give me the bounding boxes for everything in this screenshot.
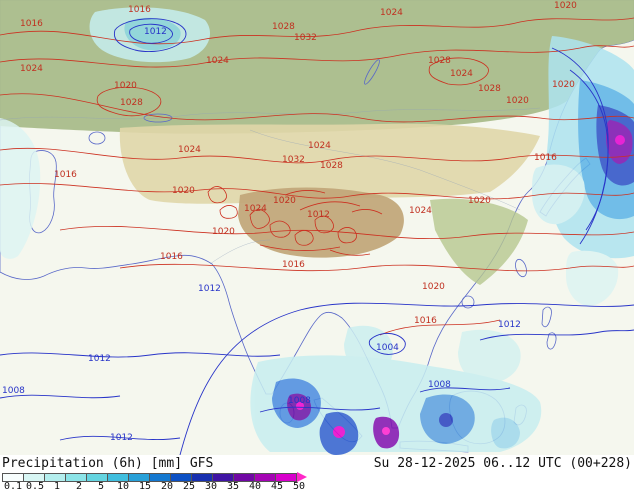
legend-value: 0.5 xyxy=(25,481,45,490)
isobar-label-1024: 1024 xyxy=(206,56,229,66)
footer-bar: Precipitation (6h) [mm] GFS Su 28-12-202… xyxy=(0,455,634,490)
precip-java-sea-extreme xyxy=(382,427,390,435)
precip-east-sea xyxy=(566,250,619,306)
isobar-label-1016: 1016 xyxy=(128,5,151,15)
isobar-label-1008: 1008 xyxy=(288,396,311,406)
precip-pacific-extreme xyxy=(615,135,625,145)
isobar-label-1012: 1012 xyxy=(198,284,221,294)
isobar-label-1024: 1024 xyxy=(409,206,432,216)
isobar-label-1004: 1004 xyxy=(376,343,399,353)
isobar-label-1020: 1020 xyxy=(172,186,195,196)
title-text: Precipitation (6h) xyxy=(2,456,143,471)
isobar-label-1028: 1028 xyxy=(120,98,143,108)
aral-sea xyxy=(88,131,106,145)
isobar-label-1024: 1024 xyxy=(450,69,473,79)
legend-bar xyxy=(2,472,307,482)
terrain-east-china xyxy=(430,198,528,285)
isobar-label-1020: 1020 xyxy=(212,227,235,237)
isobar-label-1028: 1028 xyxy=(428,56,451,66)
isobar-label-1016: 1016 xyxy=(282,260,305,270)
legend-value: 45 xyxy=(270,481,284,490)
isobar-label-1028: 1028 xyxy=(320,161,343,171)
isobar-label-1020: 1020 xyxy=(506,96,529,106)
isobar-label-1016: 1016 xyxy=(160,252,183,262)
isobar-label-1020: 1020 xyxy=(552,80,575,90)
valid-datetime: Su 28-12-2025 06..12 UTC (00+228) xyxy=(373,456,632,471)
isobar-label-1024: 1024 xyxy=(380,8,403,18)
isobar-labels: 1016101610121024102010281024102810321024… xyxy=(2,1,577,443)
legend-value: 15 xyxy=(138,481,152,490)
country-borders xyxy=(0,107,541,265)
legend-value: 30 xyxy=(204,481,218,490)
isobar-label-1020: 1020 xyxy=(422,282,445,292)
isobar-label-1012: 1012 xyxy=(498,320,521,330)
isobar-label-1016: 1016 xyxy=(414,316,437,326)
isobar-label-1024: 1024 xyxy=(20,64,43,74)
legend-value: 10 xyxy=(116,481,130,490)
isobar-label-1032: 1032 xyxy=(294,33,317,43)
legend-value: 40 xyxy=(248,481,262,490)
legend-value: 5 xyxy=(97,481,105,490)
legend-value: 20 xyxy=(160,481,174,490)
hainan xyxy=(461,295,475,309)
footer-text-row: Precipitation (6h) [mm] GFS Su 28-12-202… xyxy=(2,456,632,471)
model-text: GFS xyxy=(189,456,214,471)
isobar-label-1012: 1012 xyxy=(110,433,133,443)
legend-value: 25 xyxy=(182,481,196,490)
map-canvas: 1016101610121024102010281024102810321024… xyxy=(0,0,634,455)
lake-baikal xyxy=(364,59,380,85)
precip-sulawesi-patch xyxy=(491,417,520,449)
precip-japan xyxy=(532,164,585,225)
terrain-plateau xyxy=(238,187,404,258)
legend-value: 50 xyxy=(292,481,306,490)
isobar-label-1024: 1024 xyxy=(244,204,267,214)
precip-borneo-core xyxy=(439,413,453,427)
philippines-north xyxy=(541,306,552,328)
precip-south-china-sea xyxy=(458,329,521,384)
isobar-label-1020: 1020 xyxy=(554,1,577,11)
precip-andaman-extreme xyxy=(296,402,304,410)
isobar-label-1016: 1016 xyxy=(54,170,77,180)
isobars-blue xyxy=(0,18,634,455)
taiwan xyxy=(515,258,527,278)
isobar-label-1028: 1028 xyxy=(478,84,501,94)
legend-value: 0.1 xyxy=(3,481,23,490)
isobar-label-1024: 1024 xyxy=(308,141,331,151)
isobar-label-1012: 1012 xyxy=(307,210,330,220)
terrain-desert xyxy=(119,123,540,204)
isobar-label-1012: 1012 xyxy=(144,27,167,37)
isobar-label-1028: 1028 xyxy=(272,22,295,32)
unit-text: [mm] xyxy=(150,456,183,471)
precipitation-areas xyxy=(0,7,634,455)
legend-labels: 0.1 0.5 1 2 5 10 15 20 25 30 35 40 45 50 xyxy=(2,481,310,490)
philippines-south xyxy=(546,332,557,350)
legend-value: 35 xyxy=(226,481,240,490)
isobar-label-1012: 1012 xyxy=(88,354,111,364)
isobar-label-1008: 1008 xyxy=(428,380,451,390)
legend-value: 2 xyxy=(75,481,83,490)
isobar-label-1008: 1008 xyxy=(2,386,25,396)
legend-swatch-50 xyxy=(275,472,297,482)
isobar-label-1020: 1020 xyxy=(273,196,296,206)
isobar-label-1020: 1020 xyxy=(114,81,137,91)
isobar-label-1020: 1020 xyxy=(468,196,491,206)
map-title: Precipitation (6h) [mm] GFS xyxy=(2,456,213,471)
legend-overflow-arrow xyxy=(297,472,307,482)
precip-sumatra-extreme xyxy=(333,426,345,438)
isobar-label-1024: 1024 xyxy=(178,145,201,155)
isobar-label-1016: 1016 xyxy=(534,153,557,163)
isobars-red xyxy=(0,17,634,336)
precip-west-edge xyxy=(0,118,41,259)
isobar-label-1016: 1016 xyxy=(20,19,43,29)
isobar-label-1032: 1032 xyxy=(282,155,305,165)
weather-map: 1016 1016 1012 1024 1020 1028 1024 1028 1032 1024… xyxy=(0,0,634,455)
legend-value: 1 xyxy=(53,481,61,490)
